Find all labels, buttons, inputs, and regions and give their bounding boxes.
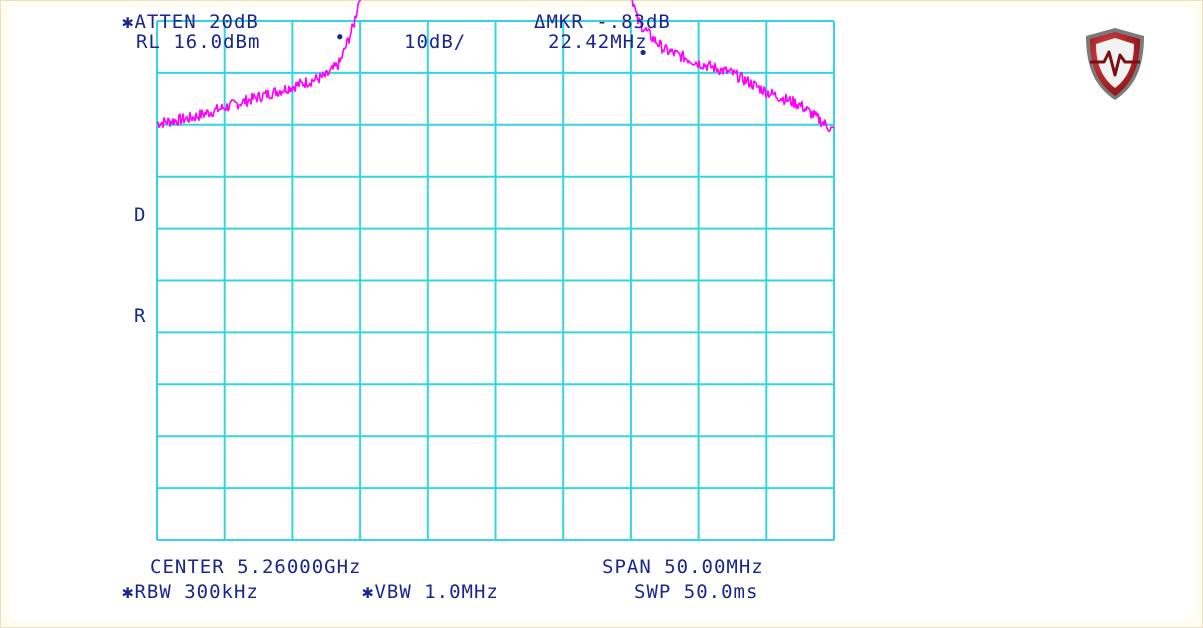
atten-readout: ✱ATTEN 20dB <box>122 11 259 33</box>
analyzer-screen <box>10 7 1193 620</box>
display-line-marker: D <box>134 204 147 226</box>
spectrum-trace <box>156 0 835 133</box>
center-frequency-readout: CENTER 5.26000GHz <box>150 556 362 578</box>
graticule <box>156 20 835 541</box>
sweep-time-readout: SWP 50.0ms <box>634 581 759 603</box>
vbw-readout: ✱VBW 1.0MHz <box>362 581 499 603</box>
reference-level-readout: RL 16.0dBm <box>136 31 261 53</box>
rbw-readout: ✱RBW 300kHz <box>122 581 259 603</box>
shield-heartbeat-icon <box>1086 28 1144 100</box>
marker-point <box>640 49 646 56</box>
span-readout: SPAN 50.00MHz <box>602 556 764 578</box>
marker-point <box>337 34 343 40</box>
reference-level-marker: R <box>134 305 147 327</box>
marker-frequency-readout: 22.42MHz <box>548 31 648 53</box>
marker-group <box>337 34 646 56</box>
delta-marker-readout: ΔMKR -.83dB <box>534 11 671 33</box>
scale-readout: 10dB/ <box>404 31 467 53</box>
